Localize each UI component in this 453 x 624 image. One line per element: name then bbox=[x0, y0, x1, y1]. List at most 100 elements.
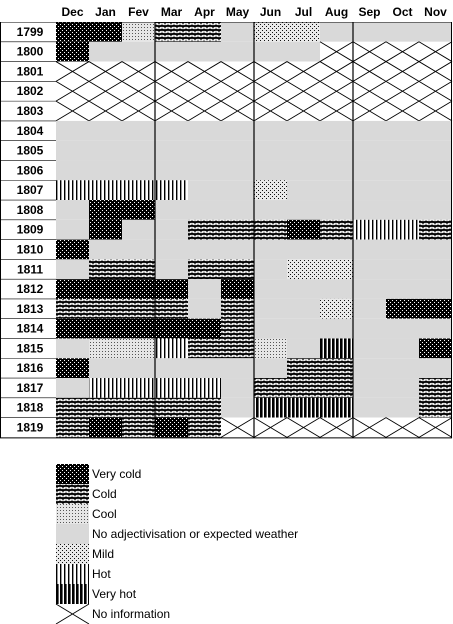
legend-swatch-c bbox=[56, 484, 89, 504]
cell-1813-fev bbox=[122, 298, 155, 319]
cell-1816-fev bbox=[122, 358, 155, 379]
cell-1809-oct bbox=[386, 219, 419, 240]
cell-1817-dec bbox=[56, 378, 89, 398]
cell-1799-nov bbox=[419, 22, 452, 42]
cell-1805-jan bbox=[89, 140, 122, 161]
cell-1804-fev bbox=[122, 120, 155, 141]
cell-1814-mar bbox=[155, 318, 188, 339]
cell-1811-apr bbox=[188, 259, 221, 280]
cell-1805-jul bbox=[287, 140, 320, 161]
cell-1801-mar-diag-b bbox=[154, 61, 189, 82]
cell-1818-mar bbox=[155, 397, 188, 418]
year-cell bbox=[0, 298, 56, 319]
cell-1811-jul bbox=[287, 259, 320, 280]
cell-1801-dec-diag-b bbox=[55, 61, 90, 82]
cell-1818-nov bbox=[419, 397, 452, 418]
cell-1817-jun bbox=[254, 378, 287, 398]
cell-1815-nov bbox=[419, 338, 452, 359]
cell-1814-jul bbox=[287, 318, 320, 339]
cell-1813-sep bbox=[353, 298, 386, 319]
legend-label-vh: Very hot bbox=[92, 587, 137, 601]
cell-1818-dec bbox=[56, 397, 89, 418]
cell-1806-oct bbox=[386, 160, 419, 181]
cell-1803-may-diag-b bbox=[220, 100, 255, 122]
cell-1810-oct bbox=[386, 239, 419, 260]
cell-1802-may-diag-b bbox=[220, 80, 255, 102]
cell-1811-dec bbox=[56, 259, 89, 280]
cell-1817-jul bbox=[287, 378, 320, 398]
cell-1818-may bbox=[221, 397, 254, 418]
cell-1805-aug bbox=[320, 140, 353, 161]
cell-1804-dec bbox=[56, 120, 89, 141]
cell-1801-jun-diag-b bbox=[253, 61, 288, 82]
month-label-oct: Oct bbox=[392, 5, 412, 19]
cell-1811-aug bbox=[320, 259, 353, 280]
cell-1812-jun bbox=[254, 279, 287, 299]
cell-1799-fev bbox=[122, 22, 155, 42]
cell-1812-dec bbox=[56, 279, 89, 299]
cell-1813-jan bbox=[89, 298, 122, 319]
month-label-jul: Jul bbox=[295, 5, 312, 19]
cell-1802-jun-diag-b bbox=[253, 80, 288, 102]
cell-1815-apr bbox=[188, 338, 221, 359]
cell-1803-oct-diag-b bbox=[385, 100, 420, 122]
cell-1801-jul-diag-b bbox=[286, 61, 321, 82]
cell-1803-mar-diag-b bbox=[154, 100, 189, 122]
legend-swatch-h bbox=[56, 564, 89, 584]
cell-1817-oct bbox=[386, 378, 419, 398]
year-cell bbox=[0, 378, 56, 398]
cell-1815-jan bbox=[89, 338, 122, 359]
year-cell bbox=[0, 120, 56, 141]
cell-1816-jun bbox=[254, 358, 287, 379]
legend-label-h: Hot bbox=[92, 567, 111, 581]
cell-1807-nov bbox=[419, 180, 452, 201]
cell-1809-nov bbox=[419, 219, 452, 240]
cell-1801-oct-diag-b bbox=[385, 61, 420, 82]
cell-1811-nov bbox=[419, 259, 452, 280]
cell-1799-oct bbox=[386, 22, 419, 42]
legend-label-c: Cold bbox=[92, 487, 117, 501]
cell-1814-apr bbox=[188, 318, 221, 339]
cell-1810-mar bbox=[155, 239, 188, 260]
year-label-1816: 1816 bbox=[17, 361, 44, 375]
year-cell bbox=[0, 358, 56, 379]
cell-1812-fev bbox=[122, 279, 155, 299]
year-label-1812: 1812 bbox=[17, 282, 44, 296]
cell-1817-nov bbox=[419, 378, 452, 398]
cell-1810-jan bbox=[89, 239, 122, 260]
cell-1814-fev bbox=[122, 318, 155, 339]
legend-swatch-n bbox=[56, 524, 89, 544]
year-cell bbox=[0, 200, 56, 220]
cell-1810-nov bbox=[419, 239, 452, 260]
cell-1819-mar bbox=[155, 417, 188, 438]
cell-1809-jul bbox=[287, 219, 320, 240]
cell-1801-may-diag-b bbox=[220, 61, 255, 82]
month-label-apr: Apr bbox=[194, 5, 215, 19]
cell-1804-mar bbox=[155, 120, 188, 141]
year-cell bbox=[0, 140, 56, 161]
cell-1816-may bbox=[221, 358, 254, 379]
cell-1810-dec bbox=[56, 239, 89, 260]
cell-1805-fev bbox=[122, 140, 155, 161]
month-label-sep: Sep bbox=[358, 5, 380, 19]
cell-1813-jun bbox=[254, 298, 287, 319]
cell-1806-fev bbox=[122, 160, 155, 181]
cell-1813-nov bbox=[419, 298, 452, 319]
cell-1819-jul-diag-b bbox=[286, 417, 321, 438]
cell-1811-jun bbox=[254, 259, 287, 280]
cell-1799-mar bbox=[155, 22, 188, 42]
cell-1808-may bbox=[221, 200, 254, 220]
cell-1813-mar bbox=[155, 298, 188, 319]
cell-1811-oct bbox=[386, 259, 419, 280]
cell-1810-sep bbox=[353, 239, 386, 260]
cell-1815-dec bbox=[56, 338, 89, 359]
month-label-may: May bbox=[226, 5, 250, 19]
cell-1804-sep bbox=[353, 120, 386, 141]
cell-1809-mar bbox=[155, 219, 188, 240]
cell-1817-apr bbox=[188, 378, 221, 398]
cell-1806-aug bbox=[320, 160, 353, 181]
cell-1812-mar bbox=[155, 279, 188, 299]
cell-1814-aug bbox=[320, 318, 353, 339]
cell-1809-aug bbox=[320, 219, 353, 240]
cell-1809-dec bbox=[56, 219, 89, 240]
